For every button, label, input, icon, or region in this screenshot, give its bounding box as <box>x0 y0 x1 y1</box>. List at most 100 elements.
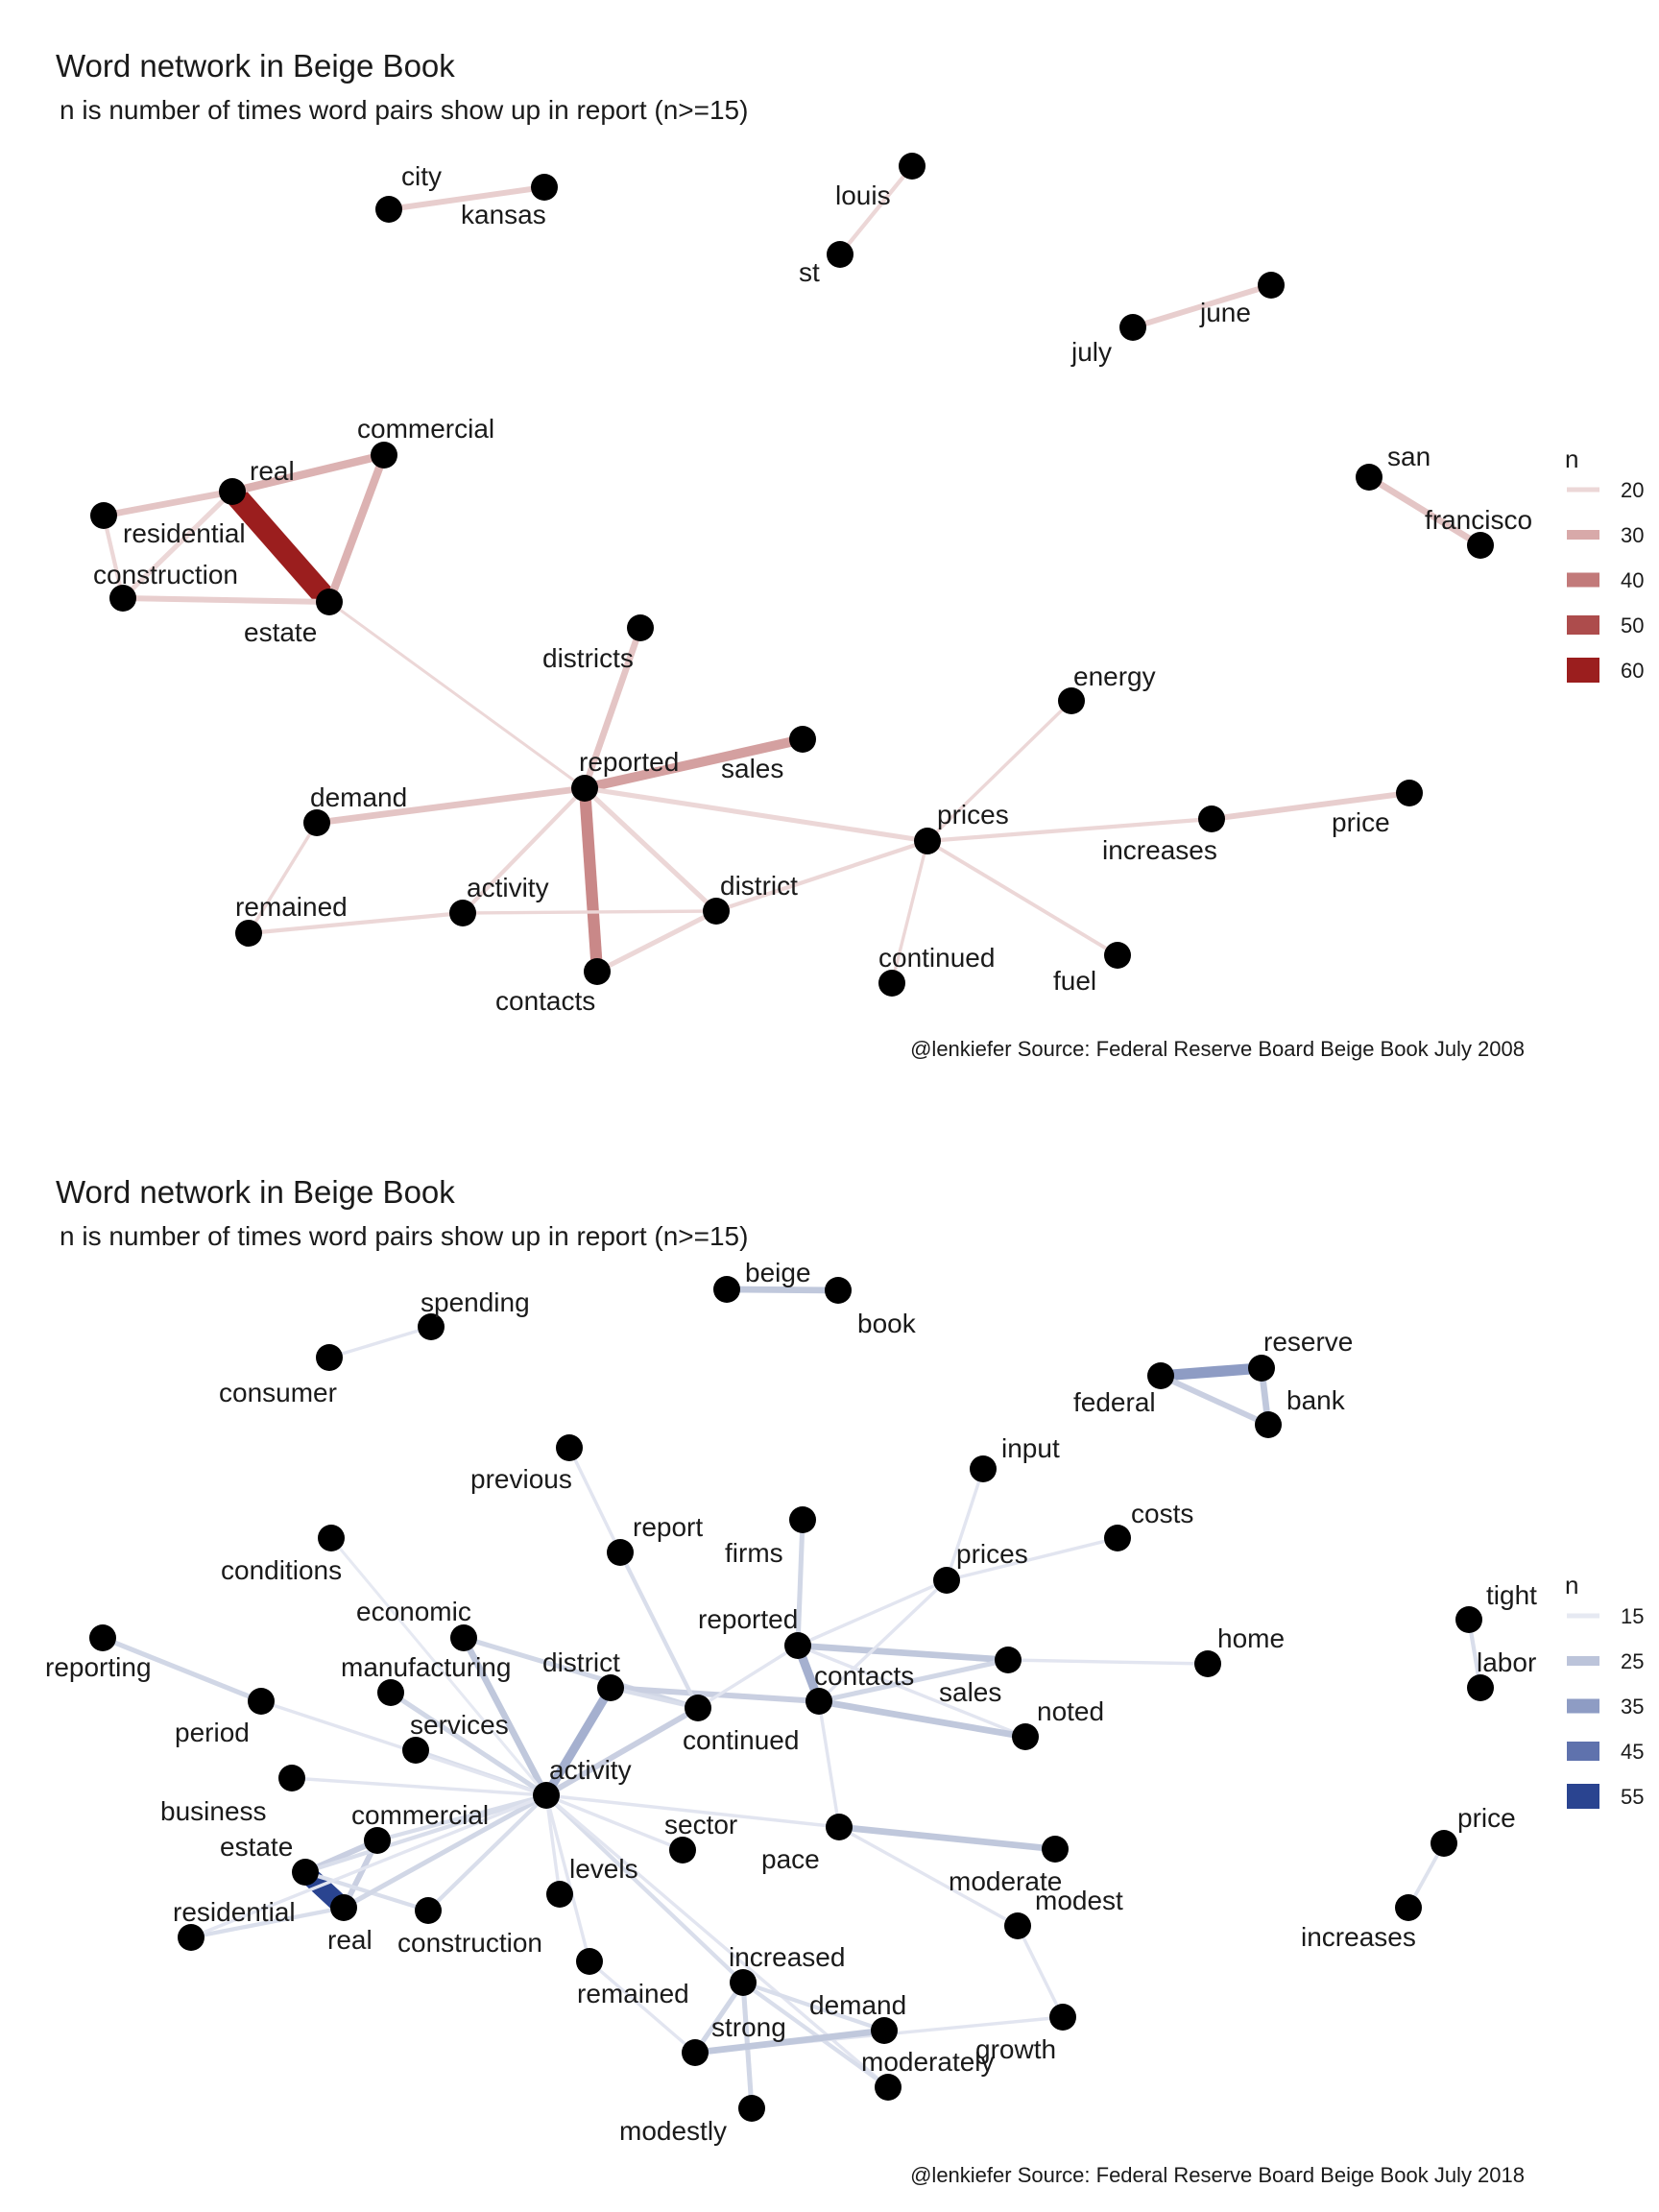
node-beige <box>713 1276 740 1303</box>
node-sector <box>669 1837 696 1863</box>
node-economic <box>450 1624 477 1651</box>
edge-residential-real <box>103 488 233 519</box>
node-commercial <box>371 442 397 469</box>
edge-reported-sales <box>797 1642 1009 1664</box>
node-increases <box>1395 1894 1422 1921</box>
edge-increased-moderately <box>741 1981 890 2089</box>
node-label-continued: continued <box>878 943 995 973</box>
panel-2018: Word network in Beige Book n is number o… <box>45 1174 1644 2187</box>
edge-estate-construction <box>304 1869 429 1913</box>
node-label-city: city <box>401 161 442 191</box>
legend-label: 30 <box>1621 523 1644 547</box>
node-reported <box>784 1632 811 1659</box>
node-label-economic: economic <box>356 1597 471 1626</box>
edge-activity-commercial <box>376 1792 547 1843</box>
label-layer: spending consumer beige book reserve federal b… <box>45 1258 1537 2146</box>
node-label-activity: activity <box>549 1755 632 1785</box>
node-spending <box>418 1313 445 1340</box>
edge-construction-real <box>121 490 234 600</box>
label-layer: city kansas louis st june july commercial real r… <box>93 161 1532 1016</box>
node-increases <box>1198 805 1225 832</box>
node-home <box>1194 1650 1221 1677</box>
node-label-contacts: contacts <box>814 1661 914 1691</box>
node-label-beige: beige <box>745 1258 811 1287</box>
node-districts <box>627 614 654 641</box>
node-st <box>827 241 854 268</box>
node-label-remained: remained <box>577 1979 689 2008</box>
edge-activity-economic <box>460 1636 550 1797</box>
node-label-price: price <box>1457 1803 1516 1833</box>
node-label-increases: increases <box>1102 835 1217 865</box>
node-label-real: real <box>250 456 295 486</box>
edge-pace-moderate <box>838 1823 1056 1853</box>
legend-label: 55 <box>1621 1785 1644 1809</box>
node-activity <box>449 900 476 926</box>
node-modestly <box>738 2095 765 2122</box>
node-label-manufacturing: manufacturing <box>341 1652 511 1682</box>
node-prices <box>933 1567 960 1594</box>
edge-activity-levels <box>544 1794 562 1895</box>
legend: n 15 25 35 45 55 <box>1565 1571 1644 1809</box>
edge-san-francisco <box>1367 474 1482 548</box>
edge-modest-growth <box>1016 1925 1065 2018</box>
node-label-reserve: reserve <box>1263 1327 1353 1357</box>
node-levels <box>546 1881 573 1908</box>
edge-louis-st <box>838 164 914 256</box>
legend-swatch <box>1567 1613 1599 1619</box>
edge-reported-district <box>583 786 718 913</box>
edge-activity-sector <box>545 1793 684 1852</box>
edge-prices-energy <box>926 699 1073 843</box>
legend-label: 45 <box>1621 1740 1644 1764</box>
node-label-residential: residential <box>173 1897 296 1927</box>
edge-activity-remained <box>544 1794 591 1962</box>
edge-pace-modest <box>838 1825 1019 1928</box>
node-federal <box>1147 1362 1174 1389</box>
legend-swatch <box>1567 1698 1599 1714</box>
edge-prices-fuel <box>926 839 1118 957</box>
node-commercial <box>364 1827 391 1854</box>
node-remained <box>576 1948 603 1975</box>
node-label-prices: prices <box>956 1539 1028 1569</box>
edge-reported-sales <box>583 734 805 793</box>
node-label-report: report <box>633 1512 703 1542</box>
node-label-st: st <box>799 257 820 287</box>
edge-reported-prices <box>584 785 928 844</box>
edge-previous-report <box>567 1447 622 1553</box>
node-label-district: district <box>542 1647 620 1677</box>
edge-strong-demand <box>694 2027 885 2056</box>
node-modest <box>1004 1912 1031 1939</box>
node-label-levels: levels <box>569 1854 638 1884</box>
node-sales <box>789 726 816 753</box>
node-period <box>248 1688 275 1715</box>
node-prices <box>914 828 941 854</box>
node-label-moderate: moderate <box>949 1866 1062 1896</box>
node-label-tight: tight <box>1486 1580 1537 1610</box>
node-label-contacts: contacts <box>495 986 595 1016</box>
node-bank <box>1255 1411 1282 1438</box>
node-labor <box>1467 1674 1494 1701</box>
node-services <box>402 1737 429 1764</box>
node-san <box>1356 464 1382 491</box>
node-label-estate: estate <box>220 1832 293 1862</box>
node-price <box>1431 1830 1457 1857</box>
edge-commercial-estate <box>325 453 388 604</box>
legend-swatch <box>1567 530 1599 540</box>
legend-swatch <box>1567 1784 1599 1809</box>
node-tight <box>1455 1606 1482 1633</box>
node-firms <box>789 1506 816 1533</box>
edge-prices-increases <box>926 816 1213 844</box>
node-label-price: price <box>1332 807 1390 837</box>
node-remained <box>235 920 262 947</box>
edge-increased-demand <box>742 1980 885 2033</box>
edge-report-continued <box>618 1551 700 1709</box>
legend-title: n <box>1565 445 1578 473</box>
legend-swatch <box>1567 572 1599 588</box>
panel-2008: Word network in Beige Book n is number o… <box>56 48 1644 1061</box>
node-label-sales: sales <box>721 754 783 783</box>
node-real <box>219 478 246 505</box>
node-price <box>1396 780 1423 806</box>
edge-residential-real <box>190 1905 345 1940</box>
node-label-construction: construction <box>397 1928 542 1958</box>
edge-district-contacts <box>610 1685 820 1704</box>
node-label-june: june <box>1199 298 1251 327</box>
